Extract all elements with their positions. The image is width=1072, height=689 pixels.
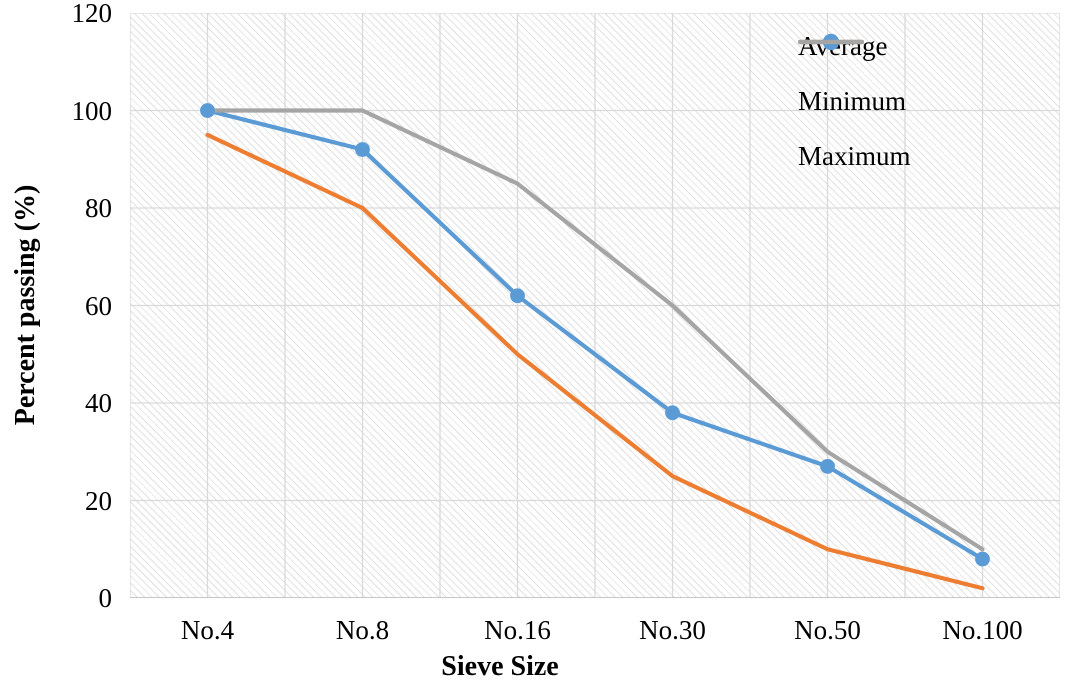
x-axis-title: Sieve Size [441, 651, 559, 682]
legend-item-maximum: Maximum [798, 39, 911, 171]
series-line-minimum [205, 132, 985, 591]
y-tick-label: 100 [71, 95, 113, 126]
data-marker-average-no100 [975, 551, 990, 567]
data-marker-average-no4 [200, 103, 215, 118]
y-tick-label: 60 [85, 290, 112, 321]
legend-item-minimum: Minimum [798, 39, 911, 116]
legend: Average Minimum Maximum [798, 31, 911, 171]
y-tick-label: 120 [71, 0, 113, 28]
x-tick-label: No.16 [484, 615, 551, 645]
series-line-average [205, 108, 985, 562]
data-marker-average-no16 [510, 288, 525, 304]
data-marker-average-no8 [355, 142, 370, 157]
data-marker-average-no50 [820, 458, 835, 474]
y-tick-label: 80 [85, 193, 112, 223]
x-tick-label: No.8 [335, 615, 390, 645]
y-tick-label: 20 [85, 485, 112, 516]
x-tick-label: No.30 [639, 615, 706, 645]
legend-label: Maximum [798, 141, 911, 171]
x-tick-label: No.4 [180, 615, 235, 645]
chart-canvas [130, 13, 1060, 598]
plot-area: Average Minimum Maximum [130, 13, 1060, 598]
legend-label: Average [798, 31, 888, 61]
legend-swatch-maximum-icon [798, 39, 864, 45]
x-tick-label: No.100 [942, 615, 1023, 645]
y-tick-label: 40 [85, 388, 112, 418]
series-line-maximum [205, 108, 985, 552]
data-marker-average-no30 [665, 405, 680, 421]
legend-label: Minimum [798, 86, 907, 116]
y-tick-label: 0 [98, 583, 113, 613]
x-tick-label: No.50 [794, 615, 861, 645]
